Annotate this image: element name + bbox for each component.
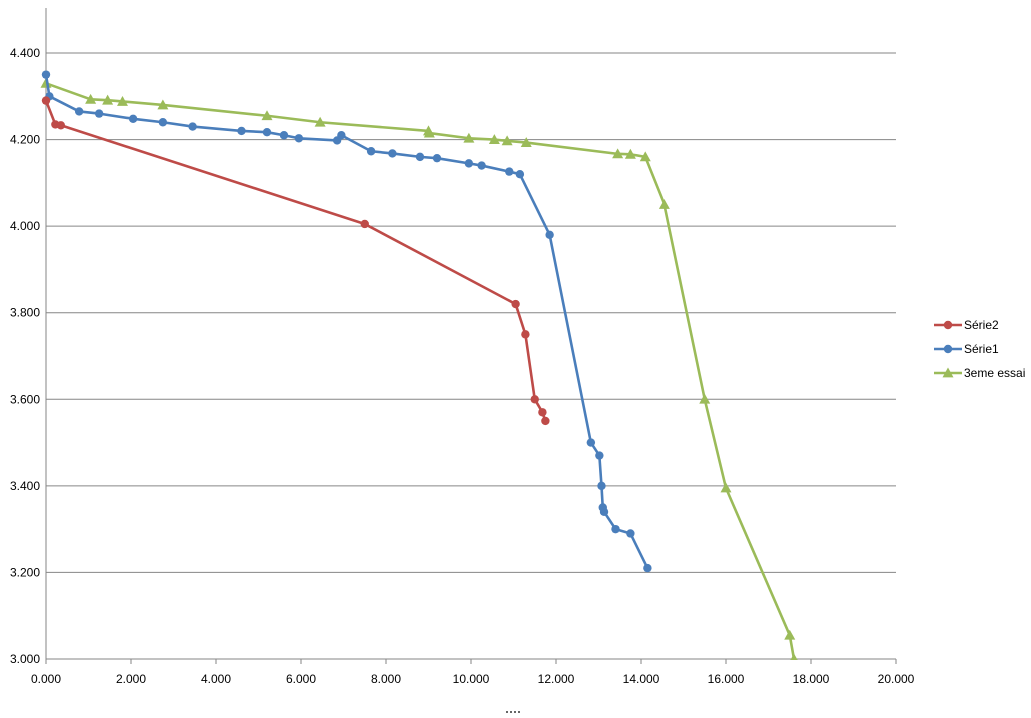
data-point xyxy=(658,199,670,209)
data-point xyxy=(599,507,609,517)
x-tick-label: 6.000 xyxy=(286,672,316,686)
data-point xyxy=(279,131,289,140)
data-point xyxy=(337,131,346,140)
data-point xyxy=(117,95,128,106)
data-point xyxy=(314,116,326,127)
legend-item: Série2 xyxy=(934,318,999,332)
x-tick-label: 14.000 xyxy=(623,672,660,686)
data-point xyxy=(366,147,376,156)
y-tick-label: 4.400 xyxy=(10,46,40,60)
data-point xyxy=(639,151,651,162)
data-point xyxy=(388,149,397,158)
x-tick-label: 10.000 xyxy=(453,672,490,686)
data-point xyxy=(530,395,539,404)
data-point xyxy=(501,135,513,146)
y-tick-label: 4.000 xyxy=(10,219,40,233)
data-point xyxy=(515,170,525,179)
data-point xyxy=(432,153,442,163)
data-point xyxy=(360,219,369,229)
x-tick-label: 16.000 xyxy=(708,672,745,686)
data-point xyxy=(624,148,636,159)
data-point xyxy=(586,438,596,447)
data-point xyxy=(477,161,486,170)
data-point xyxy=(423,127,435,138)
data-point xyxy=(237,126,246,136)
axes: 3.000 3.200 3.400 3.600 3.800 4.000 4.200 4.400… xyxy=(10,8,915,686)
x-tick-label: 8.000 xyxy=(371,672,401,686)
legend-swatch-marker xyxy=(943,344,953,354)
data-point xyxy=(85,93,97,104)
data-point xyxy=(94,109,104,118)
x-tick-label: 0.000 xyxy=(31,672,61,686)
legend-label: Série2 xyxy=(964,318,999,332)
data-point xyxy=(464,159,474,168)
data-point xyxy=(294,134,304,143)
legend-item: Série1 xyxy=(934,342,999,356)
data-point xyxy=(158,118,168,127)
x-tick-label: 4.000 xyxy=(201,672,231,686)
data-point xyxy=(521,330,530,339)
series-1 xyxy=(41,70,652,573)
data-point xyxy=(261,110,273,121)
resize-grip[interactable] xyxy=(506,700,522,713)
data-point xyxy=(262,128,272,137)
data-point xyxy=(541,416,550,426)
data-point xyxy=(488,134,500,144)
legend: Série2 Série1 3eme essai xyxy=(934,318,1025,380)
series-2 xyxy=(40,77,798,660)
legend-label: 3eme essai xyxy=(964,366,1025,380)
data-point xyxy=(415,152,425,162)
data-point xyxy=(611,524,620,534)
series-line xyxy=(44,100,547,422)
data-point xyxy=(538,408,547,417)
data-point xyxy=(790,653,798,660)
series-layer xyxy=(40,70,798,660)
y-tick-label: 3.600 xyxy=(10,392,40,406)
data-point xyxy=(41,96,51,105)
x-tick-label: 12.000 xyxy=(538,672,575,686)
data-point xyxy=(699,393,711,404)
gridlines xyxy=(46,52,896,573)
y-tick-label: 3.800 xyxy=(10,306,40,320)
x-tick-label: 18.000 xyxy=(793,672,830,686)
data-point xyxy=(597,481,606,491)
data-point xyxy=(643,563,652,573)
data-point xyxy=(188,122,197,131)
data-point xyxy=(545,230,554,239)
data-point xyxy=(41,70,51,79)
data-point xyxy=(784,629,796,640)
data-point xyxy=(626,529,635,538)
legend-item: 3eme essai xyxy=(934,366,1025,380)
y-tick-label: 4.200 xyxy=(10,133,40,147)
series-0 xyxy=(41,96,550,426)
legend-label: Série1 xyxy=(964,342,999,356)
data-point xyxy=(102,94,114,105)
data-point xyxy=(520,137,532,148)
y-tick-label: 3.000 xyxy=(10,652,40,666)
data-point xyxy=(56,121,66,130)
data-point xyxy=(511,299,520,309)
x-tick-label: 20.000 xyxy=(878,672,915,686)
data-point xyxy=(612,148,624,159)
y-tick-label: 3.400 xyxy=(10,479,40,493)
data-point xyxy=(463,132,475,143)
data-point xyxy=(595,451,604,460)
data-point xyxy=(74,107,84,116)
data-point xyxy=(720,482,732,493)
y-tick-label: 3.200 xyxy=(10,565,40,579)
data-point xyxy=(128,114,138,123)
legend-swatch-marker xyxy=(943,320,953,330)
x-tick-label: 2.000 xyxy=(116,672,146,686)
data-point xyxy=(157,99,169,110)
legend-swatch-marker xyxy=(942,367,954,378)
data-point xyxy=(505,167,514,176)
